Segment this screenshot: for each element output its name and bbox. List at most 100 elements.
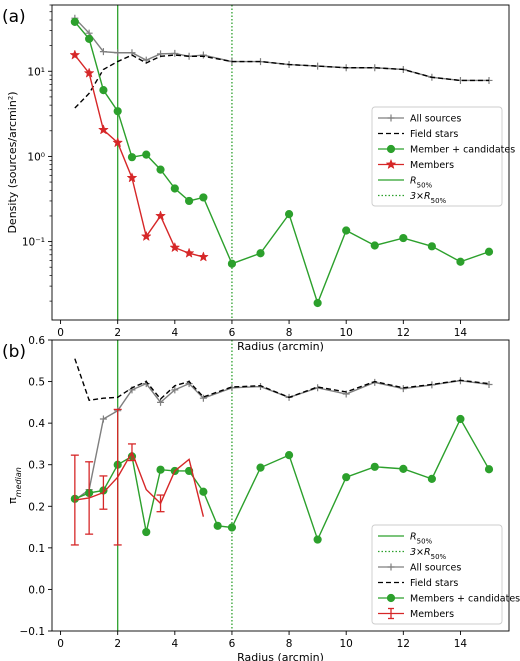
series-member-candidates-point bbox=[142, 150, 151, 159]
series-member-candidates-point bbox=[427, 242, 436, 251]
legend-members-point bbox=[385, 158, 397, 170]
series-members-point bbox=[97, 124, 109, 135]
x-tick-label: 14 bbox=[454, 638, 468, 650]
series-members-candidates-point bbox=[256, 463, 265, 472]
x-tick-label: 12 bbox=[397, 638, 410, 650]
series-all-sources-point bbox=[171, 386, 179, 394]
series-members-point bbox=[140, 230, 152, 242]
series-all-sources-point bbox=[99, 48, 107, 56]
legend-label: R50% bbox=[410, 176, 433, 190]
legend-label: 3×R50% bbox=[410, 191, 447, 205]
series-members-candidates-point bbox=[142, 527, 151, 537]
plot-frame bbox=[51, 339, 510, 632]
y-tick-label: 0.1 bbox=[28, 543, 45, 555]
series-member-candidates-point bbox=[113, 107, 122, 116]
legend-all-sources-point bbox=[387, 114, 395, 122]
series-field-stars-line bbox=[74, 54, 490, 109]
x-tick-label: 4 bbox=[171, 638, 178, 650]
series-members-candidates-line bbox=[74, 417, 490, 542]
x-tick-label: 6 bbox=[229, 638, 236, 650]
legend-members-candidates-point bbox=[386, 593, 396, 603]
legend-member-candidates-point bbox=[386, 144, 396, 154]
legend: All sources Field stars Member + candidate… bbox=[371, 106, 515, 207]
series-members-point bbox=[69, 49, 81, 60]
x-tick-label: 2 bbox=[114, 638, 121, 650]
x-tick-label: 8 bbox=[286, 638, 293, 650]
series-members-candidates-point bbox=[284, 451, 294, 460]
y-tick-label: 10⁰ bbox=[27, 151, 45, 163]
series-member-candidates-point bbox=[313, 298, 322, 308]
series-members bbox=[70, 408, 205, 546]
plot-area bbox=[69, 14, 494, 308]
series-member-candidates-point bbox=[342, 226, 351, 235]
series-member-candidates-point bbox=[185, 196, 194, 206]
series-member-candidates-point bbox=[156, 165, 165, 174]
x-axis-label: Radius (arcmin) bbox=[237, 340, 324, 353]
x-tick-label: 10 bbox=[340, 638, 353, 650]
series-all-sources-point bbox=[157, 398, 165, 406]
y-tick-label: 0.4 bbox=[28, 418, 45, 430]
series-member-candidates-point bbox=[456, 257, 465, 266]
legend-label: Field stars bbox=[410, 578, 458, 589]
panel-a: 0 2 4 6 8 10 12 14 10⁻¹ 10⁰ 10¹ Radius (arcmin) Dens… bbox=[2, 4, 515, 353]
series-all-sources-point bbox=[199, 394, 207, 402]
series-member-candidates-point bbox=[370, 241, 379, 250]
x-tick-label: 0 bbox=[57, 327, 64, 339]
legend-label: 3×R50% bbox=[410, 547, 447, 561]
series-members-candidates-point bbox=[484, 465, 494, 474]
y-tick-label: −0.1 bbox=[20, 626, 46, 638]
series-all-sources-line bbox=[74, 380, 490, 501]
x-tick-label: 0 bbox=[57, 638, 64, 650]
series-all-sources bbox=[71, 377, 493, 504]
x-tick-label: 4 bbox=[171, 327, 178, 339]
series-member-candidates bbox=[70, 17, 494, 308]
legend-label: R50% bbox=[410, 532, 433, 546]
series-members-point bbox=[126, 172, 138, 183]
y-axis-label: Density (sources/arcmin²) bbox=[6, 91, 19, 233]
x-axis-label: Radius (arcmin) bbox=[237, 651, 324, 661]
legend-label: Members bbox=[410, 160, 454, 171]
series-member-candidates-point bbox=[227, 259, 237, 268]
legend-label: Member + candidates bbox=[410, 145, 515, 156]
x-tick-label: 2 bbox=[114, 327, 121, 339]
y-tick-label: 10¹ bbox=[27, 66, 45, 78]
series-field-stars bbox=[74, 358, 490, 402]
series-all-sources-line bbox=[74, 17, 490, 82]
series-member-candidates-point bbox=[399, 233, 408, 243]
x-tick-label: 14 bbox=[454, 327, 468, 339]
legend-label: All sources bbox=[410, 114, 461, 125]
series-members-point bbox=[183, 247, 195, 258]
series-members-point bbox=[197, 251, 209, 262]
y-axis-label-subscript: median bbox=[14, 467, 23, 497]
panel-label: (a) bbox=[2, 7, 26, 27]
plot-area bbox=[70, 358, 494, 546]
series-members-candidates bbox=[70, 414, 494, 544]
y-tick-label: 10⁻¹ bbox=[22, 237, 45, 249]
series-all-sources-point bbox=[99, 415, 107, 423]
x-tick-label: 8 bbox=[286, 327, 293, 339]
panel-b: 0 2 4 6 8 10 12 14 −0.1 0.0 0.1 0.2 0.3 0.4 0.5 0.6 Radi… bbox=[2, 335, 520, 661]
series-members-line bbox=[74, 450, 205, 517]
legend-label: All sources bbox=[410, 563, 461, 574]
y-tick-label: 0.5 bbox=[28, 377, 45, 389]
legend-box bbox=[371, 524, 503, 625]
series-member-candidates-point bbox=[284, 210, 294, 219]
series-member-candidates-point bbox=[199, 193, 208, 202]
series-all-sources-point bbox=[399, 385, 407, 393]
series-members-candidates-point bbox=[199, 487, 208, 496]
legend-label: Members + candidates bbox=[410, 594, 520, 605]
series-members-point bbox=[169, 241, 181, 253]
legend-box bbox=[371, 106, 503, 207]
legend: R50%3×R50% All sources Field stars Members … bbox=[371, 524, 520, 625]
series-member-candidates-point bbox=[484, 247, 494, 256]
y-tick-label: 0.6 bbox=[28, 335, 45, 347]
series-all-sources-point bbox=[171, 49, 179, 57]
series-members-candidates-point bbox=[456, 414, 465, 424]
series-member-candidates-point bbox=[85, 34, 94, 43]
series-all-sources-point bbox=[485, 380, 493, 388]
y-tick-label: 0.2 bbox=[28, 501, 45, 513]
series-field-stars bbox=[74, 54, 490, 109]
x-tick-label: 12 bbox=[397, 327, 410, 339]
plot-frame bbox=[51, 4, 510, 321]
